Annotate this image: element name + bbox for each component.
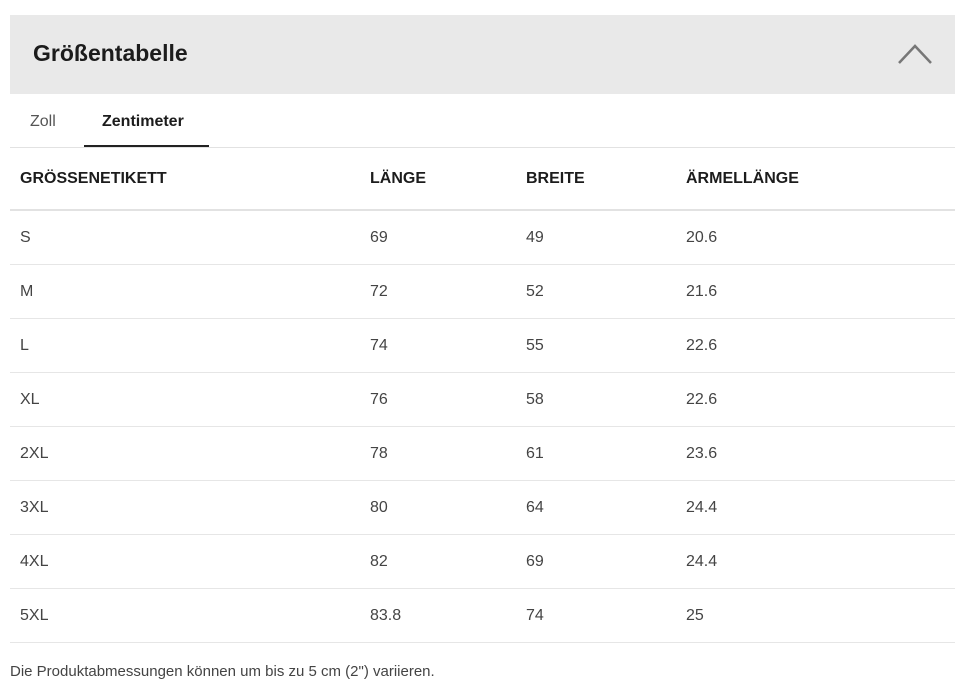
table-cell: 64: [516, 480, 676, 535]
table-cell: 24.4: [676, 480, 955, 535]
table-row: 4XL 82 69 24.4: [10, 534, 955, 589]
table-cell: L: [10, 318, 360, 373]
table-cell: 72: [360, 264, 516, 319]
table-cell: 25: [676, 588, 955, 643]
table-header-row: GRÖSSENETIKETT LÄNGE BREITE ÄRMELLÄNGE: [10, 148, 955, 211]
chevron-up-icon[interactable]: [897, 41, 933, 65]
table-cell: 55: [516, 318, 676, 373]
table-cell: 52: [516, 264, 676, 319]
size-chart-header[interactable]: Größentabelle: [10, 15, 955, 94]
table-cell: 82: [360, 534, 516, 589]
table-cell: 49: [516, 210, 676, 265]
table-cell: 22.6: [676, 318, 955, 373]
column-header: GRÖSSENETIKETT: [10, 148, 360, 211]
table-row: L 74 55 22.6: [10, 318, 955, 373]
table-row: 5XL 83.8 74 25: [10, 588, 955, 643]
table-cell: 2XL: [10, 426, 360, 481]
column-header: BREITE: [516, 148, 676, 211]
table-cell: 4XL: [10, 534, 360, 589]
footer-note: Die Produktabmessungen können um bis zu …: [10, 663, 435, 680]
tab-zoll[interactable]: Zoll: [30, 113, 56, 130]
table-cell: 69: [516, 534, 676, 589]
size-table: GRÖSSENETIKETT LÄNGE BREITE ÄRMELLÄNGE S…: [10, 148, 955, 643]
column-header: ÄRMELLÄNGE: [676, 148, 955, 211]
table-cell: 80: [360, 480, 516, 535]
table-cell: 58: [516, 372, 676, 427]
table-row: S 69 49 20.6: [10, 210, 955, 265]
table-cell: M: [10, 264, 360, 319]
table-cell: 22.6: [676, 372, 955, 427]
active-tab-indicator: [84, 145, 209, 147]
table-cell: 76: [360, 372, 516, 427]
table-cell: 69: [360, 210, 516, 265]
table-cell: 21.6: [676, 264, 955, 319]
table-cell: 74: [516, 588, 676, 643]
table-cell: 61: [516, 426, 676, 481]
unit-tabs: Zoll Zentimeter: [10, 94, 955, 148]
table-cell: XL: [10, 372, 360, 427]
table-cell: 74: [360, 318, 516, 373]
table-cell: 24.4: [676, 534, 955, 589]
table-cell: 78: [360, 426, 516, 481]
table-cell: 5XL: [10, 588, 360, 643]
table-cell: 20.6: [676, 210, 955, 265]
table-row: XL 76 58 22.6: [10, 372, 955, 427]
page-title: Größentabelle: [33, 40, 188, 66]
table-row: 3XL 80 64 24.4: [10, 480, 955, 535]
tab-zentimeter[interactable]: Zentimeter: [102, 113, 184, 130]
column-header: LÄNGE: [360, 148, 516, 211]
table-cell: 83.8: [360, 588, 516, 643]
table-cell: S: [10, 210, 360, 265]
table-cell: 23.6: [676, 426, 955, 481]
table-row: 2XL 78 61 23.6: [10, 426, 955, 481]
table-cell: 3XL: [10, 480, 360, 535]
table-row: M 72 52 21.6: [10, 264, 955, 319]
